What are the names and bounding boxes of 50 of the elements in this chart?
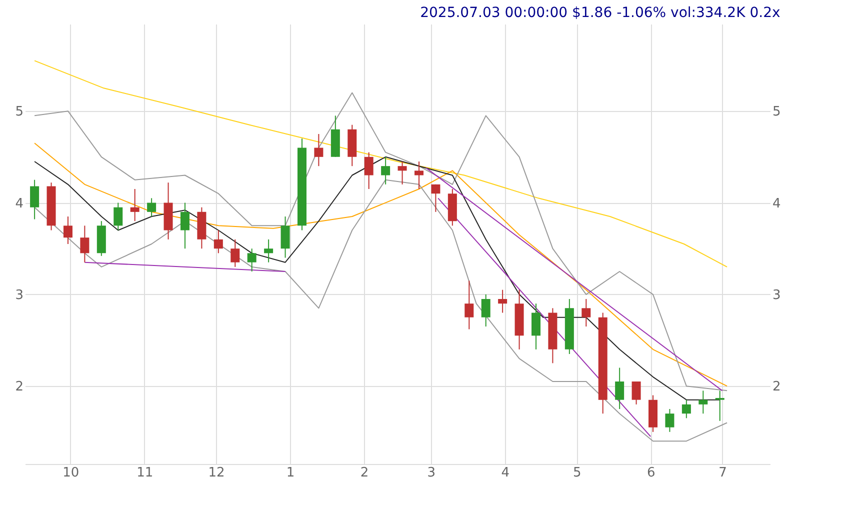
candlestick <box>114 202 123 231</box>
candlestick <box>698 390 708 414</box>
chart-title: 2025.07.03 00:00:00 $1.86 -1.06% vol:334.2K 0.2x <box>420 5 780 21</box>
candlestick <box>715 390 724 422</box>
x-tick-label: 11 <box>136 466 154 480</box>
line-series <box>34 60 728 268</box>
x-tick-label: 10 <box>62 466 80 480</box>
candlestick <box>214 230 223 254</box>
y2-tick-label: 3 <box>772 288 781 303</box>
x-tick-label: 7 <box>718 466 727 480</box>
x-tick-label: 3 <box>427 466 436 480</box>
candlestick <box>230 238 240 268</box>
candlestick <box>582 298 591 327</box>
x-tick-label: 4 <box>501 466 510 480</box>
y2-tick-label: 4 <box>772 196 781 212</box>
candlestick <box>314 134 324 167</box>
candlestick <box>280 216 290 258</box>
candlestick <box>615 367 624 410</box>
candlestick <box>464 280 474 330</box>
candlestick <box>264 238 274 263</box>
candlestick <box>531 303 540 350</box>
y-tick-label: 4 <box>15 196 24 212</box>
y-tick-label: 2 <box>15 380 24 395</box>
x-tick-label: 2 <box>360 466 369 480</box>
y-tick-label: 3 <box>15 288 24 303</box>
x-tick-label: 1 <box>286 466 295 480</box>
x-tick-label: 6 <box>646 466 656 480</box>
candlestick <box>665 408 674 432</box>
line-series <box>34 92 728 392</box>
y-tick-label: 5 <box>15 104 24 120</box>
candlestick <box>364 152 374 190</box>
candlestick <box>247 248 256 272</box>
candlestick <box>147 198 156 217</box>
candlestick <box>498 289 508 314</box>
x-tick-label: 5 <box>572 466 582 480</box>
y2-tick-label: 2 <box>772 380 781 395</box>
x-tick-label: 12 <box>208 466 225 480</box>
candlestick <box>381 156 390 185</box>
candlestick <box>481 294 490 327</box>
candlestick <box>180 202 190 250</box>
candlestick <box>80 225 90 263</box>
candlestick <box>130 188 140 222</box>
candlestick <box>414 161 424 190</box>
candlestick <box>30 179 40 220</box>
candlestick <box>398 161 407 185</box>
candlestick <box>431 184 440 212</box>
candlestick <box>632 381 641 405</box>
candlestick <box>682 399 691 419</box>
candlestick <box>63 216 72 244</box>
y2-tick-label: 5 <box>772 104 781 120</box>
